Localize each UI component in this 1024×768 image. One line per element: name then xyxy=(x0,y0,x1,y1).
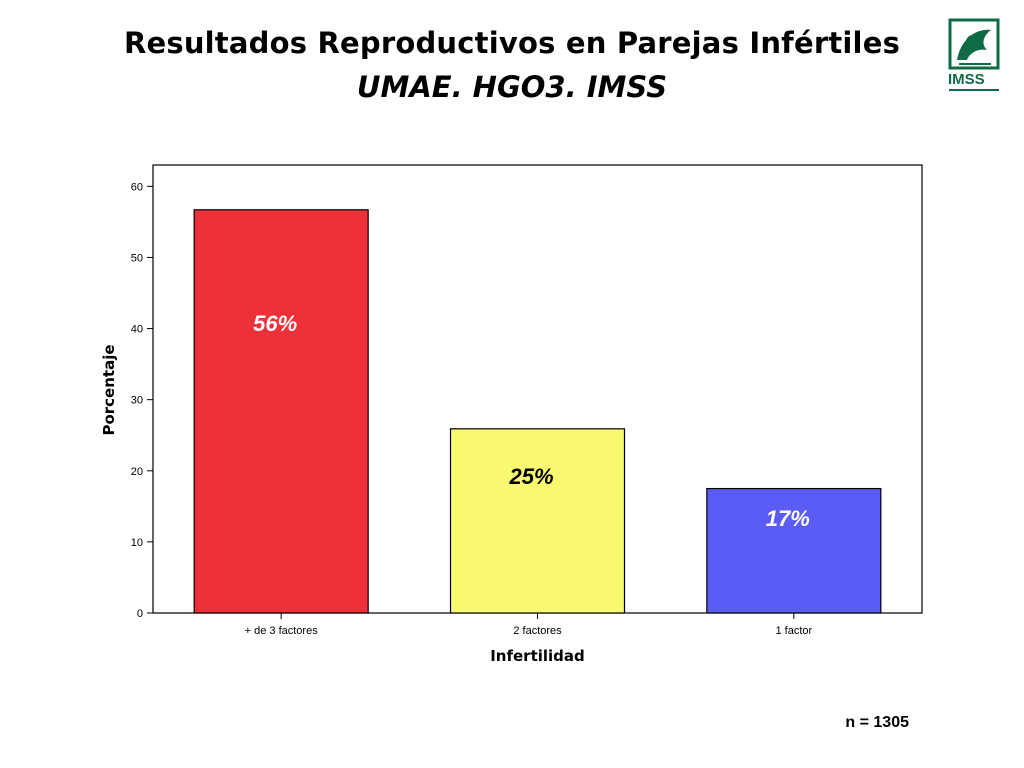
x-tick-label: + de 3 factores xyxy=(245,625,319,637)
bar-data-label: 17% xyxy=(766,506,810,531)
bar-data-label: 56% xyxy=(253,311,297,336)
x-axis-title: Infertilidad xyxy=(490,647,585,665)
y-axis-title: Porcentaje xyxy=(100,344,118,435)
chart-subtitle: UMAE. HGO3. IMSS xyxy=(356,70,668,104)
bar xyxy=(706,487,882,614)
imss-logo-icon: IMSS xyxy=(947,18,1003,98)
sample-size-label: n = 1305 xyxy=(845,714,909,731)
y-tick-label: 30 xyxy=(131,395,143,407)
bar xyxy=(449,428,626,614)
y-tick-label: 40 xyxy=(131,324,143,336)
y-tick-label: 10 xyxy=(131,537,143,549)
y-tick-label: 50 xyxy=(131,252,143,264)
y-tick-label: 20 xyxy=(131,466,143,478)
y-tick-label: 0 xyxy=(137,608,143,620)
y-tick-label: 60 xyxy=(131,181,143,193)
chart-title: Resultados Reproductivos en Parejas Infé… xyxy=(123,26,901,60)
x-tick-label: 2 factores xyxy=(513,625,562,637)
bar xyxy=(193,209,369,614)
logo-text: IMSS xyxy=(948,71,985,88)
bar-data-label: 25% xyxy=(508,464,553,489)
x-tick-label: 1 factor xyxy=(775,625,812,637)
